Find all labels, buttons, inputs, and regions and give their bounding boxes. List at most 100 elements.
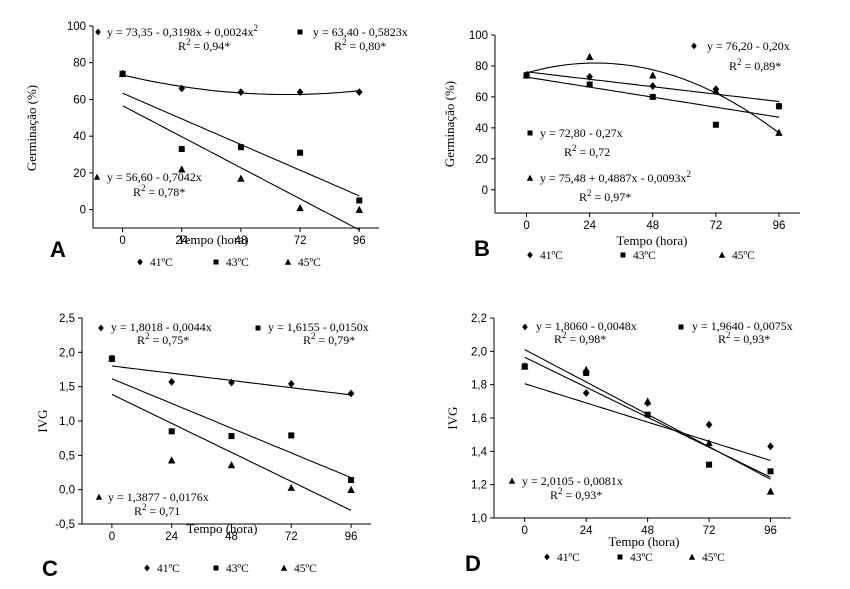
legend-marker bbox=[144, 564, 150, 572]
panel-a: 0 20 40 60 80 100 0 24 48 72 96 Tempo (hora) Germina… bbox=[24, 21, 408, 269]
x-axis-label: Tempo (hora) bbox=[178, 232, 249, 247]
equation-text: y = 1,6155 - 0,0150x bbox=[268, 320, 369, 334]
data-point bbox=[287, 380, 295, 388]
data-point bbox=[348, 477, 355, 484]
data-point bbox=[178, 146, 185, 153]
y-tick-label: 1,2 bbox=[471, 480, 487, 492]
data-point bbox=[288, 432, 295, 439]
legend-marker bbox=[544, 553, 550, 561]
y-tick-label: 20 bbox=[73, 168, 86, 180]
series-43ºC: y = 72,80 - 0,27x R2 = 0,72 bbox=[523, 72, 782, 159]
y-tick-label: 1,4 bbox=[471, 446, 488, 458]
data-point bbox=[296, 88, 304, 97]
data-point bbox=[178, 84, 186, 93]
legend-marker bbox=[527, 251, 533, 259]
y-tick-label: 40 bbox=[73, 131, 86, 143]
legend: 41ºC 43ºC 45ºC bbox=[544, 552, 725, 564]
data-point bbox=[168, 428, 175, 435]
x-tick-label: 96 bbox=[345, 531, 358, 543]
equation-marker bbox=[526, 174, 534, 181]
r-squared-text: R2 = 0,98* bbox=[554, 330, 606, 346]
panel-label: B bbox=[474, 236, 490, 261]
data-point bbox=[582, 365, 590, 373]
x-tick-label: 96 bbox=[764, 525, 777, 537]
data-point bbox=[586, 72, 593, 81]
x-tick-label: 48 bbox=[646, 220, 659, 232]
legend: 41ºC 43ºC 45ºC bbox=[527, 250, 755, 262]
data-point bbox=[167, 456, 176, 464]
equation-marker bbox=[297, 29, 303, 35]
data-point bbox=[296, 203, 304, 212]
trend-line bbox=[526, 62, 780, 134]
y-tick-label: 1,8 bbox=[471, 380, 487, 392]
x-tick-label: 0 bbox=[523, 220, 529, 232]
equation-marker bbox=[508, 477, 516, 484]
legend-label: 43ºC bbox=[630, 552, 653, 564]
equation-text: y = 1,3877 - 0,0176x bbox=[108, 490, 209, 504]
y-tick-label: 0 bbox=[482, 185, 488, 197]
y-tick-label: 1,5 bbox=[59, 382, 75, 394]
panel-label: C bbox=[42, 556, 58, 581]
data-point bbox=[521, 362, 529, 370]
data-point bbox=[775, 103, 782, 110]
trend-line bbox=[111, 393, 352, 511]
panel-d: 1,0 1,2 1,4 1,6 1,8 2,0 2,2 0 24 48 72 96 Tempo (hor… bbox=[445, 313, 793, 576]
x-tick-label: 48 bbox=[235, 235, 248, 247]
equation-marker bbox=[691, 42, 697, 50]
data-point bbox=[237, 88, 245, 97]
x-tick-label: 24 bbox=[580, 525, 593, 537]
panel-label: A bbox=[50, 237, 66, 262]
x-tick-label: 48 bbox=[225, 531, 238, 543]
data-point bbox=[585, 52, 594, 60]
trend-line bbox=[122, 105, 360, 231]
data-point bbox=[297, 149, 304, 156]
data-point bbox=[108, 354, 116, 362]
legend-marker bbox=[137, 258, 143, 266]
r-squared-text: R2 = 0,78* bbox=[133, 183, 185, 199]
r-squared-text: R2 = 0,94* bbox=[178, 37, 230, 53]
data-point bbox=[227, 461, 236, 469]
data-point bbox=[347, 389, 355, 398]
equation-text: y = 1,9640 - 0,0075x bbox=[692, 319, 793, 333]
y-tick-label: 0,0 bbox=[59, 485, 75, 497]
x-tick-label: 24 bbox=[175, 235, 188, 247]
data-point bbox=[767, 468, 774, 475]
x-axis-label: Tempo (hora) bbox=[617, 233, 688, 248]
r-squared-text: R2 = 0,97* bbox=[579, 188, 631, 204]
x-tick-label: 24 bbox=[583, 220, 596, 232]
data-point bbox=[643, 397, 652, 405]
series-41ºC: y = 76,20 - 0,20x R2 = 0,89* bbox=[523, 39, 790, 111]
r-squared-text: R2 = 0,75* bbox=[137, 331, 189, 347]
data-point bbox=[355, 88, 363, 97]
legend-marker bbox=[718, 251, 726, 258]
legend-label: 43ºC bbox=[226, 257, 249, 269]
data-point bbox=[649, 71, 657, 79]
data-point bbox=[355, 205, 363, 213]
data-point bbox=[775, 128, 783, 136]
trend-line bbox=[524, 383, 771, 462]
r-squared-text: R2 = 0,93* bbox=[718, 330, 770, 346]
y-tick-label: 60 bbox=[475, 92, 488, 104]
data-point bbox=[712, 86, 720, 95]
r-squared-text: R2 = 0,89* bbox=[729, 57, 781, 73]
data-point bbox=[706, 461, 713, 468]
legend-label: 43ºC bbox=[633, 250, 656, 262]
panel-label: D bbox=[465, 551, 481, 576]
y-tick-label: 1,0 bbox=[59, 416, 75, 428]
x-tick-label: 0 bbox=[522, 525, 528, 537]
data-point bbox=[168, 377, 175, 386]
legend-label: 41ºC bbox=[157, 563, 180, 575]
equation-marker bbox=[95, 493, 103, 500]
legend-label: 41ºC bbox=[150, 257, 173, 269]
x-tick-label: 24 bbox=[165, 531, 178, 543]
data-point bbox=[767, 442, 774, 451]
y-tick-label: 20 bbox=[475, 154, 488, 166]
y-tick-label: 2,0 bbox=[59, 347, 75, 359]
legend-marker bbox=[620, 252, 626, 258]
data-point bbox=[766, 487, 775, 495]
legend-marker bbox=[213, 259, 219, 265]
